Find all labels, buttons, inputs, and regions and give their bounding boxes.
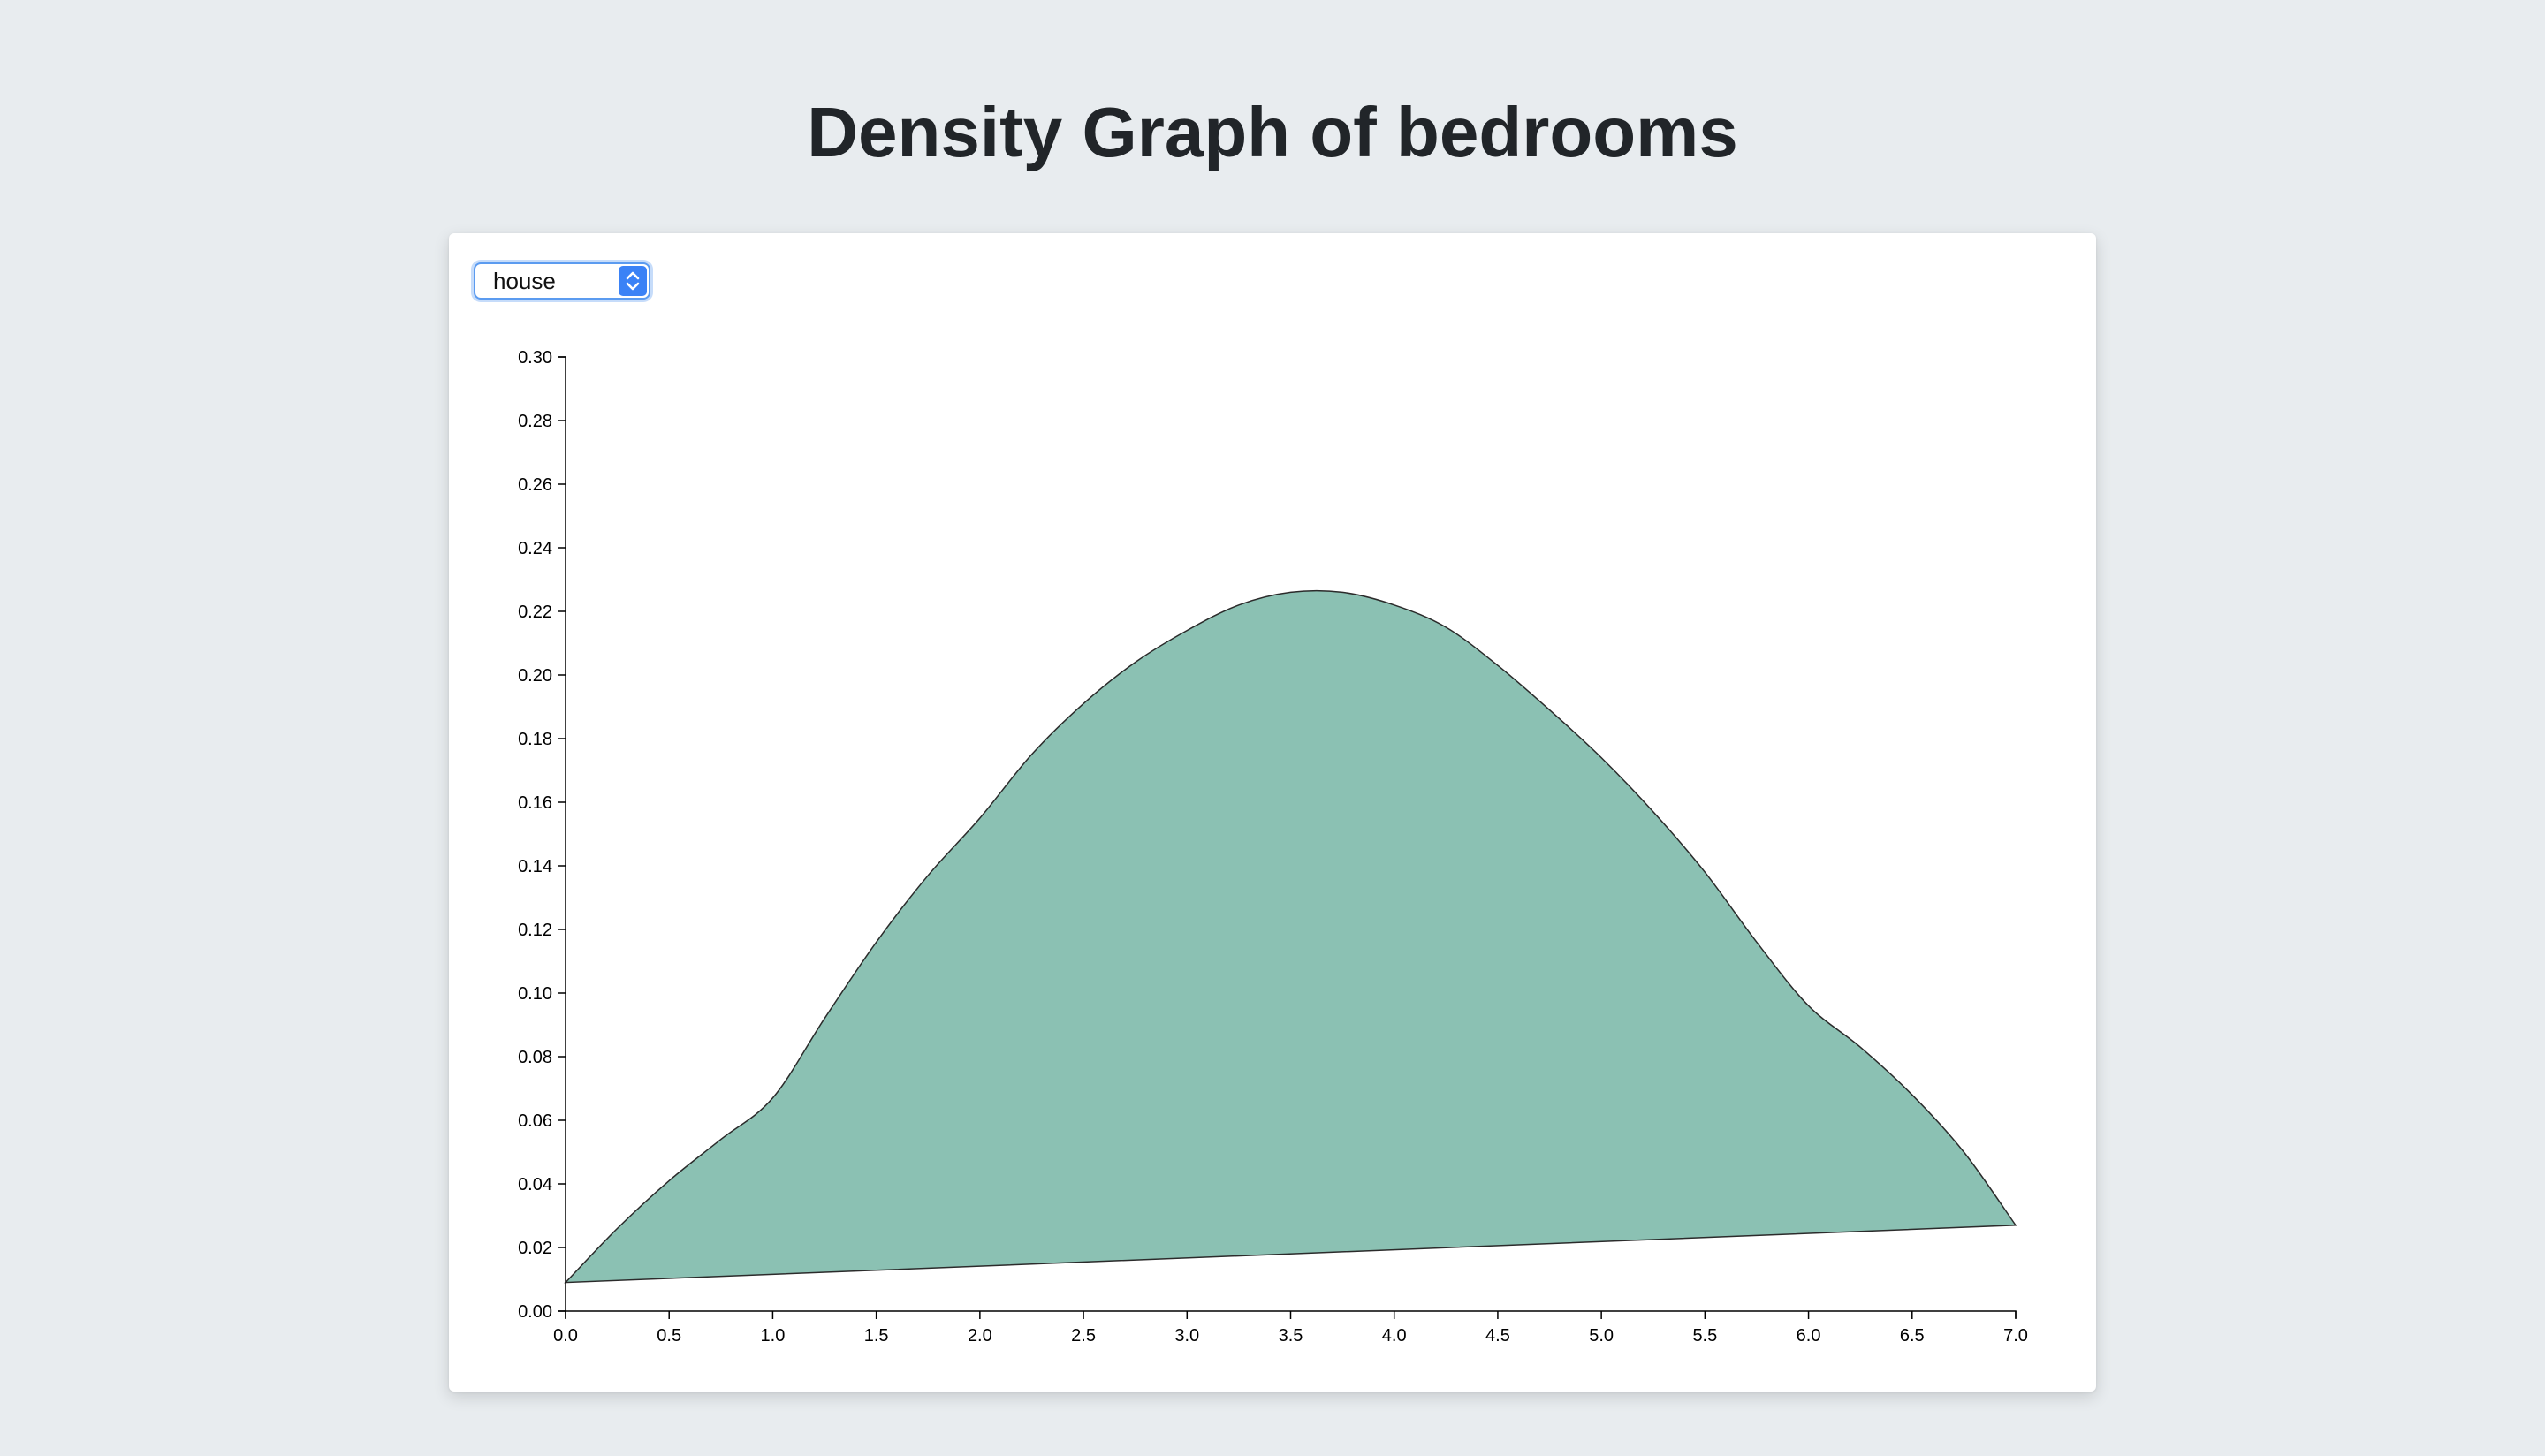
x-tick-label: 2.0: [968, 1326, 992, 1346]
y-tick-label: 0.14: [518, 857, 552, 876]
y-tick-label: 0.30: [518, 348, 552, 368]
x-tick-label: 4.5: [1485, 1326, 1510, 1346]
x-tick-label: 6.5: [1900, 1326, 1925, 1346]
y-tick-label: 0.26: [518, 475, 552, 495]
y-tick-label: 0.10: [518, 984, 552, 1004]
density-chart: 0.0 0.5 1.0 1.5 2.0 2.5 3.0 3.5 4.0 4.5 5.0 5.5 6.0 6…: [518, 348, 2028, 1346]
y-tick-label: 0.00: [518, 1302, 552, 1322]
y-tick-label: 0.24: [518, 539, 552, 558]
select-arrows-icon: [619, 266, 647, 296]
x-tick-label: 2.5: [1071, 1326, 1096, 1346]
density-area: [564, 589, 2017, 1284]
y-tick-label: 0.12: [518, 921, 552, 940]
y-tick-label: 0.06: [518, 1111, 552, 1131]
y-axis-line: [558, 356, 566, 1312]
x-tick-label: 5.5: [1692, 1326, 1717, 1346]
y-axis: 0.00 0.02 0.04 0.06 0.08 0.10 0.12 0.14 0.16 0.18…: [518, 348, 566, 1322]
y-tick-label: 0.22: [518, 603, 552, 622]
y-tick-label: 0.02: [518, 1239, 552, 1258]
x-tick-label: 0.0: [553, 1326, 578, 1346]
x-tick-label: 6.0: [1797, 1326, 1821, 1346]
y-tick-label: 0.04: [518, 1175, 552, 1194]
x-tick-label: 0.5: [657, 1326, 681, 1346]
y-tick-label: 0.16: [518, 793, 552, 813]
x-tick-label: 1.5: [864, 1326, 889, 1346]
chart-card: house 0.0 0.5 1.0 1.5 2.0 2.5 3.0 3.5 4.0 4.5 5.0 5…: [449, 233, 2096, 1392]
y-tick-label: 0.18: [518, 730, 552, 749]
y-tick-label: 0.28: [518, 412, 552, 431]
x-tick-label: 7.0: [2003, 1326, 2028, 1346]
y-tick-label: 0.08: [518, 1048, 552, 1067]
x-tick-label: 3.5: [1279, 1326, 1303, 1346]
x-tick-label: 4.0: [1382, 1326, 1407, 1346]
category-select-value: house: [493, 268, 556, 294]
y-tick-label: 0.20: [518, 666, 552, 686]
page-title: Density Graph of bedrooms: [807, 93, 1738, 171]
x-tick-label: 3.0: [1174, 1326, 1199, 1346]
x-tick-label: 5.0: [1589, 1326, 1614, 1346]
x-axis: 0.0 0.5 1.0 1.5 2.0 2.5 3.0 3.5 4.0 4.5 5.0 5.5 6.0 6…: [553, 1310, 2028, 1346]
x-tick-label: 1.0: [761, 1326, 786, 1346]
category-select[interactable]: house: [474, 262, 650, 300]
